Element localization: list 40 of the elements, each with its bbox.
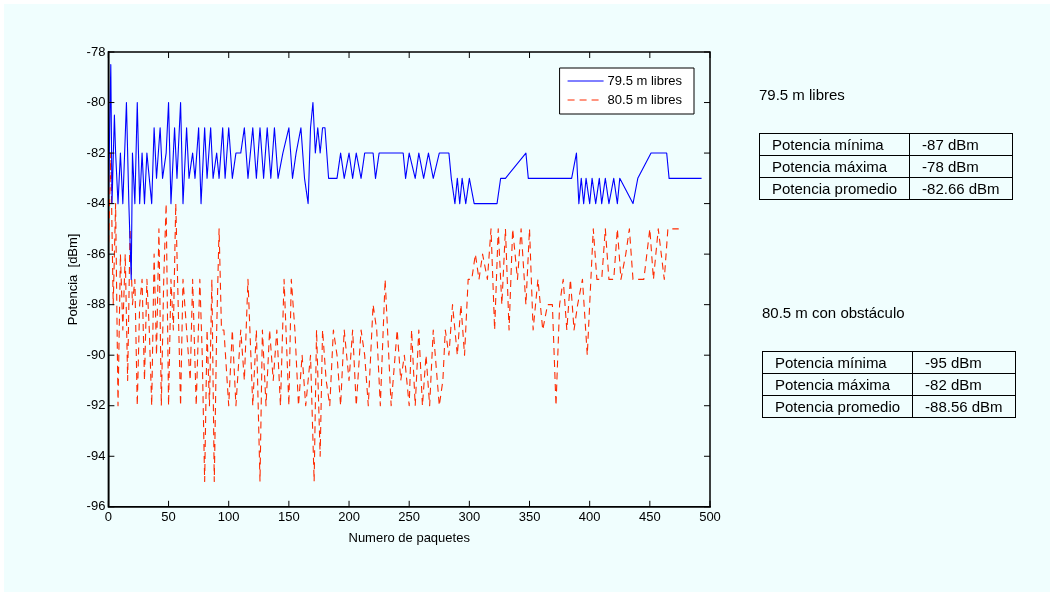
x-tick-label: 200	[338, 509, 360, 525]
y-tick-label: -80	[86, 94, 106, 110]
y-tick-label: -92	[86, 397, 106, 413]
text: Potencia máxima	[762, 373, 913, 396]
x-tick-label: 450	[638, 509, 661, 525]
text: -82 dBm	[912, 373, 1016, 396]
x-tick-label: 100	[217, 509, 240, 525]
y-tick-label: -96	[86, 498, 106, 514]
y-tick-label: -78	[86, 43, 106, 59]
x-tick-label: 300	[458, 509, 481, 525]
text: Potencia promedio	[759, 177, 910, 200]
x-tick-label: 50	[161, 509, 176, 525]
x-tick-label: 0	[104, 509, 113, 525]
text: -87 dBm	[909, 133, 1013, 156]
y-tick-label: -82	[86, 144, 106, 160]
x-tick-label: 250	[398, 509, 421, 525]
x-tick-label: 400	[578, 509, 601, 525]
text: -82.66 dBm	[909, 177, 1013, 200]
text: Potencia mínima	[759, 133, 910, 156]
text: -95 dBm	[912, 351, 1016, 374]
text: 79.5 m libres	[759, 86, 846, 103]
line-series	[108, 152, 680, 483]
x-axis-title: Numero de paquetes	[348, 529, 471, 545]
text: Potencia mínima	[762, 351, 913, 374]
y-tick-label: -94	[86, 447, 106, 463]
y-tick-label: -88	[86, 296, 106, 312]
text: Potencia máxima	[759, 155, 910, 178]
text: Potencia promedio	[762, 395, 913, 418]
x-tick-label: 150	[278, 509, 300, 525]
y-tick-label: -84	[86, 195, 106, 211]
x-tick-label: 350	[518, 509, 541, 525]
legend-label: 80.5 m libres	[607, 91, 683, 107]
y-tick-label: -86	[86, 245, 106, 261]
x-tick-label: 500	[699, 509, 721, 525]
y-axis-title: Potencia [dBm]	[65, 233, 81, 326]
y-tick-label: -90	[86, 346, 106, 362]
text: -88.56 dBm	[912, 395, 1016, 418]
text: -78 dBm	[909, 155, 1013, 178]
text: 80.5 m con obstáculo	[762, 304, 906, 321]
legend-label: 79.5 m libres	[607, 72, 683, 88]
